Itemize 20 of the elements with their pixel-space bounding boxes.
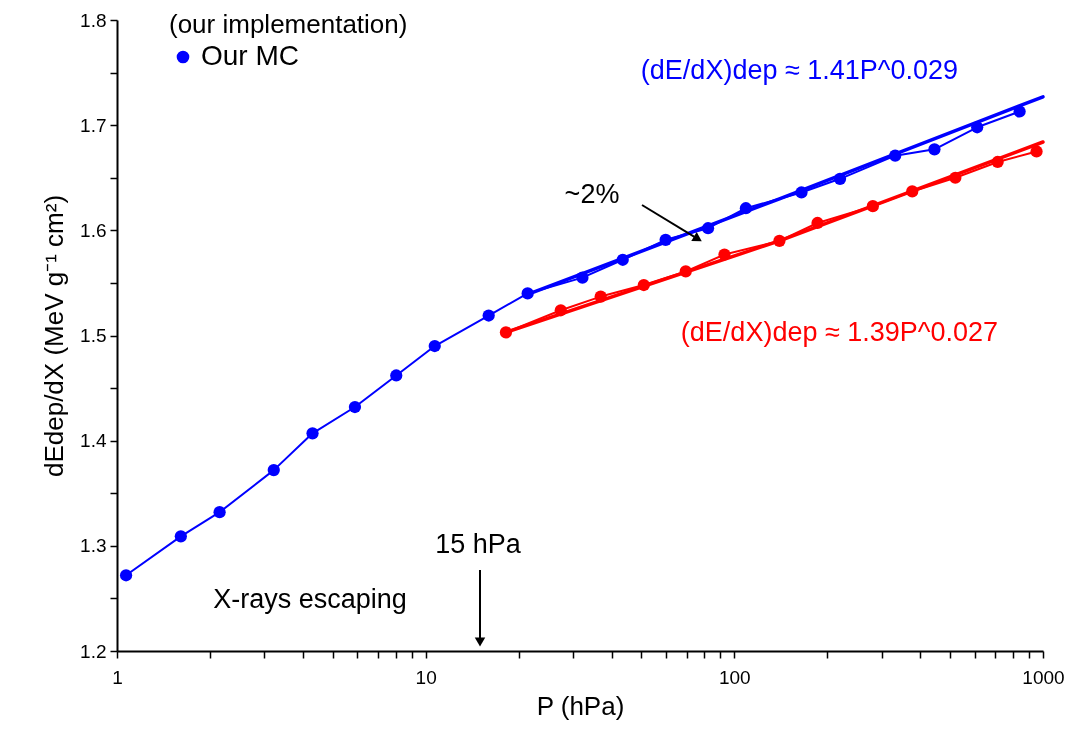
x-axis-title: P (hPa) xyxy=(536,690,625,721)
annotation: ~2% xyxy=(564,179,620,209)
series-label: (dE/dX)dep ≈ 1.41P^0.029 xyxy=(640,54,959,85)
legend-label: Our MC xyxy=(201,40,299,71)
x-tick-label: 1000 xyxy=(1022,666,1065,688)
y-tick-label: 1.8 xyxy=(80,9,107,31)
y-tick-label: 1.5 xyxy=(80,325,107,346)
series-label: (dE/dX)dep ≈ 1.39P^0.027 xyxy=(680,316,999,347)
x-tick-label: 100 xyxy=(718,666,751,688)
y-tick-label: 1.2 xyxy=(80,640,107,662)
y-tick-label: 1.4 xyxy=(80,430,107,452)
y-tick-label: 1.6 xyxy=(80,219,107,241)
annotation: X-rays escaping xyxy=(213,584,407,614)
annotation: 15 hPa xyxy=(435,529,522,559)
legend-title: (our implementation) xyxy=(169,9,408,39)
x-tick-label: 1 xyxy=(112,666,123,688)
x-tick-label: 10 xyxy=(415,666,437,688)
y-tick-label: 1.3 xyxy=(80,535,107,557)
y-axis-title: dEdep/dX (MeV g⁻¹ cm²) xyxy=(39,194,70,478)
y-tick-label: 1.7 xyxy=(80,114,107,136)
